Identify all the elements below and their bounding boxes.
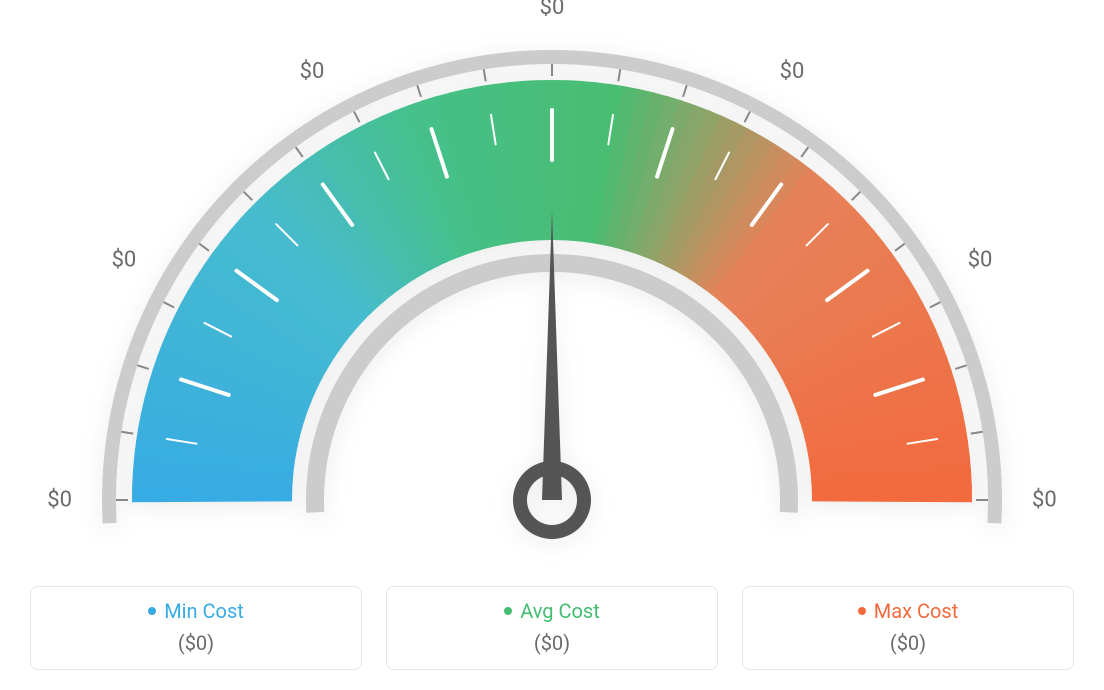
legend-dot-icon (504, 607, 512, 615)
chart-wrapper: $0$0$0$0$0$0$0 Min Cost($0)Avg Cost($0)M… (0, 0, 1104, 690)
gauge-dial-label: $0 (112, 248, 137, 273)
legend-dot-icon (858, 607, 866, 615)
legend-title: Min Cost (148, 599, 244, 623)
gauge-dial-label: $0 (540, 0, 565, 20)
legend-card: Max Cost ($0) (742, 586, 1074, 670)
gauge-dial-label: $0 (47, 488, 72, 513)
legend-card: Avg Cost ($0) (386, 586, 718, 670)
legend-label: Max Cost (874, 599, 959, 623)
legend-label: Avg Cost (520, 599, 600, 623)
legend-label: Min Cost (164, 599, 244, 623)
gauge-dial-label: $0 (1032, 488, 1057, 513)
legend-title: Avg Cost (504, 599, 600, 623)
gauge-svg (42, 0, 1062, 560)
legend-title: Max Cost (858, 599, 959, 623)
legend-dot-icon (148, 607, 156, 615)
gauge-dial-label: $0 (968, 248, 993, 273)
gauge-dial-label: $0 (300, 59, 325, 84)
legend-value: ($0) (743, 631, 1073, 655)
legend-card: Min Cost ($0) (30, 586, 362, 670)
gauge-dial-label: $0 (780, 59, 805, 84)
legend-value: ($0) (31, 631, 361, 655)
legend-value: ($0) (387, 631, 717, 655)
legend-row: Min Cost ($0) Avg Cost ($0) Max Cost ($0) (30, 586, 1074, 670)
gauge-area: $0 $0 $0 $0 $0 $0 $0 (0, 0, 1104, 560)
